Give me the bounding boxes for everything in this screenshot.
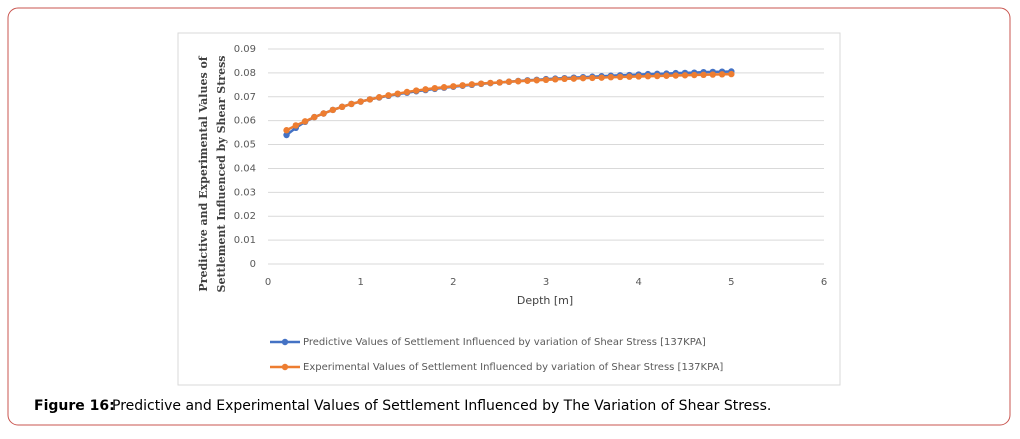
legend-marker (281, 338, 289, 346)
point (709, 71, 716, 78)
point (533, 77, 540, 84)
point (487, 79, 494, 87)
point (681, 72, 689, 79)
point (505, 78, 513, 85)
x-tick-label: 5 (728, 277, 734, 288)
y-axis-label: Predictive and Experimental Values of Se… (197, 55, 228, 292)
y-tick-label: 0 (250, 259, 256, 270)
chart-area (177, 32, 841, 386)
point (626, 73, 633, 80)
point (635, 73, 642, 80)
x-tick-label: 2 (450, 277, 456, 288)
point (515, 78, 522, 85)
point (663, 72, 670, 79)
caption: Predictive and Experimental Values of Se… (112, 398, 771, 414)
point (524, 77, 531, 84)
point (616, 73, 624, 81)
point (329, 106, 337, 114)
point (366, 96, 374, 103)
point (283, 131, 290, 139)
legend-label: Experimental Values of Settlement Influe… (303, 362, 723, 373)
point (292, 122, 299, 129)
y-tick-label: 0.06 (234, 116, 256, 127)
point (403, 88, 411, 96)
point (607, 73, 615, 81)
y-tick-label: 0.04 (234, 163, 256, 174)
x-axis-label: Depth [m] (517, 294, 573, 307)
y-tick-label: 0.07 (234, 92, 256, 103)
point (301, 118, 309, 125)
point (700, 71, 707, 79)
x-tick-label: 6 (821, 277, 827, 288)
point (468, 81, 476, 88)
point (579, 74, 587, 82)
point (561, 75, 568, 83)
y-tick-label: 0.08 (234, 68, 256, 79)
point (728, 70, 735, 78)
x-tick-label: 1 (357, 277, 363, 288)
y-axis-label-line: Predictive and Experimental Values of (197, 55, 210, 291)
point (440, 84, 448, 91)
point (320, 110, 327, 117)
x-tick-label: 3 (543, 277, 549, 288)
point (598, 74, 605, 81)
point (450, 83, 457, 90)
point (654, 72, 661, 80)
legend-marker (281, 363, 289, 371)
x-tick-label: 4 (635, 277, 641, 288)
frame (7, 7, 1011, 426)
point (542, 76, 550, 84)
point (348, 100, 355, 108)
point (422, 86, 429, 93)
point (431, 84, 438, 92)
point (283, 127, 290, 134)
point (459, 82, 466, 89)
point (589, 74, 596, 82)
point (413, 87, 420, 94)
point (570, 75, 577, 82)
y-tick-label: 0.01 (234, 235, 256, 246)
point (672, 72, 679, 79)
y-tick-label: 0.02 (234, 211, 256, 222)
point (385, 92, 392, 99)
point (311, 113, 318, 121)
point (496, 79, 503, 86)
y-tick-label: 0.03 (234, 187, 256, 198)
y-tick-label: 0.09 (234, 44, 256, 55)
caption-label: Figure 16: (34, 398, 115, 414)
x-tick-label: 0 (265, 277, 271, 288)
legend-label: Predictive Values of Settlement Influenc… (303, 337, 706, 348)
point (691, 71, 698, 79)
point (357, 98, 364, 105)
point (338, 103, 346, 111)
y-axis-label-line: Settlement Influenced by Shear Stress (215, 56, 228, 293)
point (718, 71, 726, 78)
y-tick-label: 0.05 (234, 140, 256, 151)
point (394, 90, 401, 97)
point (644, 73, 652, 80)
point (477, 80, 485, 87)
point (376, 94, 383, 101)
point (552, 76, 559, 83)
